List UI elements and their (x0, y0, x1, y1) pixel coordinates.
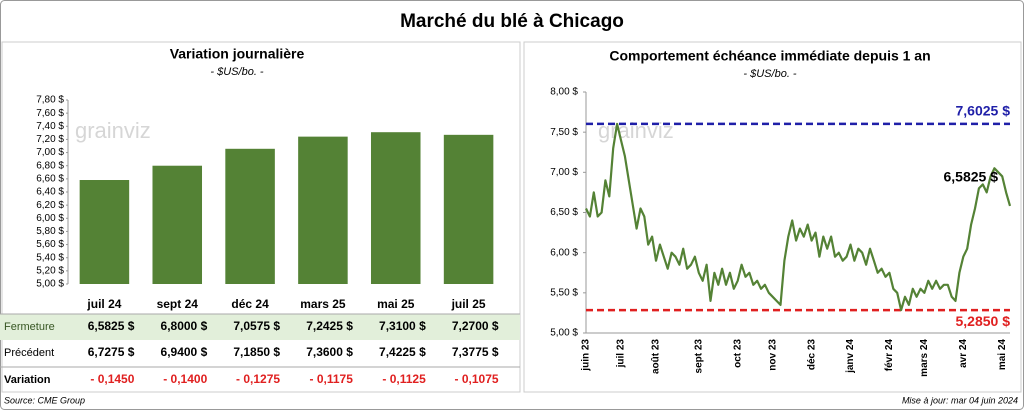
x-tick-label: sept 24 (157, 297, 199, 311)
y-tick-label: 5,50 $ (550, 287, 578, 298)
x-tick-label: mai 24 (997, 339, 1008, 371)
table-cell: - 0,1450 (90, 372, 134, 386)
x-tick-label: août 23 (651, 339, 662, 374)
table-cell: - 0,1125 (382, 372, 426, 386)
close-row-band (0, 314, 520, 340)
chart-title: Variation journalière (170, 46, 305, 62)
x-tick-label: mars 25 (300, 297, 346, 311)
y-tick-label: 7,00 $ (550, 167, 578, 178)
bar (443, 134, 494, 284)
y-tick-label: 6,40 $ (36, 187, 64, 198)
table-cell: 7,1850 $ (233, 345, 280, 359)
table-cell: - 0,1275 (236, 372, 280, 386)
x-tick-label: sept 23 (693, 339, 704, 374)
x-tick-label: oct 23 (732, 339, 743, 368)
x-tick-label: juin 23 (581, 339, 592, 372)
bar (298, 136, 348, 284)
page-title: Marché du blé à Chicago (400, 11, 624, 32)
row-label: Variation (4, 374, 51, 386)
y-tick-label: 6,00 $ (550, 247, 578, 258)
x-tick-label: févr 24 (884, 339, 895, 372)
table-cell: 6,8000 $ (161, 319, 208, 333)
price-line (585, 122, 1012, 312)
table-cell: - 0,1175 (310, 372, 354, 386)
y-tick-label: 6,50 $ (550, 207, 578, 218)
logo: grainviz (75, 118, 151, 143)
x-tick-label: mai 25 (377, 297, 415, 311)
x-tick-label: juil 24 (86, 297, 121, 311)
right-panel (523, 41, 1022, 393)
y-tick-label: 5,00 $ (36, 279, 64, 290)
y-tick-label: 5,20 $ (36, 265, 64, 276)
x-tick-label: déc 24 (231, 297, 269, 311)
chart-subtitle: - $US/bo. - (743, 68, 797, 80)
y-tick-label: 8,00 $ (550, 87, 578, 98)
table-cell: 7,2700 $ (452, 319, 499, 333)
table-cell: - 0,1400 (163, 372, 207, 386)
row-label: Précédent (4, 347, 54, 359)
y-tick-label: 6,20 $ (36, 200, 64, 211)
source: Source: CME Group (4, 395, 85, 405)
y-tick-label: 5,80 $ (36, 226, 64, 237)
y-tick-label: 5,60 $ (36, 239, 64, 250)
x-tick-label: nov 23 (767, 339, 778, 371)
table-cell: 7,3100 $ (379, 319, 426, 333)
bar (370, 132, 421, 284)
table-cell: 7,0575 $ (233, 319, 280, 333)
last-value-label: 6,5825 $ (944, 169, 999, 185)
left-panel (1, 41, 521, 393)
reference-label: 5,2850 $ (956, 313, 1011, 329)
bar (225, 148, 275, 284)
y-tick-label: 6,00 $ (36, 213, 64, 224)
chart-subtitle: - $US/bo. - (210, 66, 264, 78)
chart-title: Comportement échéance immédiate depuis 1… (609, 48, 930, 64)
x-tick-label: mars 24 (919, 339, 930, 377)
y-tick-label: 7,50 $ (550, 127, 578, 138)
update-date: Mise à jour: mar 04 juin 2024 (902, 395, 1018, 405)
table-cell: 7,3600 $ (306, 345, 353, 359)
x-tick-label: avr 24 (958, 339, 969, 368)
y-tick-label: 5,40 $ (36, 252, 64, 263)
y-tick-label: 7,20 $ (36, 134, 64, 145)
table-cell: 6,9400 $ (161, 345, 208, 359)
y-tick-label: 7,80 $ (36, 95, 64, 106)
y-tick-label: 7,60 $ (36, 108, 64, 119)
bar (152, 165, 203, 284)
y-tick-label: 6,60 $ (36, 173, 64, 184)
y-tick-label: 5,00 $ (550, 328, 578, 339)
table-cell: 6,7275 $ (88, 345, 135, 359)
x-tick-label: déc 23 (806, 339, 817, 371)
reference-label: 7,6025 $ (956, 103, 1011, 119)
table-cell: 7,3775 $ (452, 345, 499, 359)
y-tick-label: 7,40 $ (36, 121, 64, 132)
x-tick-label: janv 24 (845, 339, 856, 374)
bar (79, 180, 130, 284)
row-label: Fermeture (4, 321, 55, 333)
table-cell: 7,4225 $ (379, 345, 426, 359)
y-tick-label: 6,80 $ (36, 160, 64, 171)
table-cell: - 0,1075 (455, 372, 499, 386)
y-tick-label: 7,00 $ (36, 147, 64, 158)
x-tick-label: juil 23 (616, 339, 627, 369)
table-cell: 6,5825 $ (88, 319, 135, 333)
table-cell: 7,2425 $ (306, 319, 353, 333)
x-tick-label: juil 25 (451, 297, 486, 311)
logo: grainviz (598, 118, 674, 143)
